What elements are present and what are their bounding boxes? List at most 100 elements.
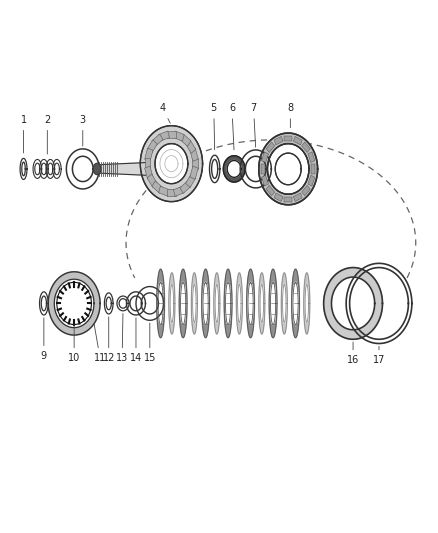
Polygon shape <box>60 287 88 320</box>
Polygon shape <box>237 285 241 322</box>
Polygon shape <box>60 313 64 318</box>
Polygon shape <box>324 268 382 340</box>
Polygon shape <box>186 174 196 188</box>
Text: 5: 5 <box>211 103 217 150</box>
Polygon shape <box>170 285 173 322</box>
Polygon shape <box>261 175 268 186</box>
Polygon shape <box>81 285 84 290</box>
Polygon shape <box>88 300 92 303</box>
Polygon shape <box>186 140 196 154</box>
Polygon shape <box>66 284 70 288</box>
Polygon shape <box>248 282 253 325</box>
Polygon shape <box>261 164 265 174</box>
Polygon shape <box>87 306 91 310</box>
Polygon shape <box>78 318 82 324</box>
Polygon shape <box>259 133 318 205</box>
Polygon shape <box>145 158 151 169</box>
Polygon shape <box>155 143 188 184</box>
Polygon shape <box>292 269 300 338</box>
Polygon shape <box>192 158 198 169</box>
Polygon shape <box>227 160 241 177</box>
Polygon shape <box>145 166 153 179</box>
Polygon shape <box>302 185 310 196</box>
Polygon shape <box>284 197 292 202</box>
Polygon shape <box>311 164 315 174</box>
Polygon shape <box>193 285 196 322</box>
Polygon shape <box>152 134 163 147</box>
Polygon shape <box>85 311 89 316</box>
Text: 15: 15 <box>144 323 156 364</box>
Text: 3: 3 <box>80 115 86 146</box>
Text: 9: 9 <box>41 318 47 361</box>
Polygon shape <box>58 309 62 313</box>
Polygon shape <box>173 131 184 141</box>
Polygon shape <box>223 156 245 182</box>
Polygon shape <box>99 163 145 175</box>
Polygon shape <box>173 186 184 196</box>
Polygon shape <box>191 273 198 334</box>
Polygon shape <box>293 136 302 145</box>
Polygon shape <box>147 174 157 188</box>
Polygon shape <box>180 181 191 193</box>
Polygon shape <box>169 273 175 334</box>
Text: 2: 2 <box>44 115 50 154</box>
Text: 1: 1 <box>21 115 27 153</box>
Polygon shape <box>57 297 61 301</box>
Text: 11: 11 <box>94 324 106 364</box>
Polygon shape <box>236 273 242 334</box>
Polygon shape <box>247 269 254 338</box>
Polygon shape <box>84 288 88 294</box>
Polygon shape <box>284 136 292 141</box>
Polygon shape <box>281 273 287 334</box>
Polygon shape <box>74 320 77 325</box>
Polygon shape <box>158 282 163 325</box>
Polygon shape <box>180 134 191 147</box>
Polygon shape <box>48 272 100 335</box>
Polygon shape <box>69 319 72 324</box>
Polygon shape <box>304 273 310 334</box>
Polygon shape <box>145 148 153 161</box>
Polygon shape <box>203 282 208 325</box>
Polygon shape <box>305 285 308 322</box>
Text: 17: 17 <box>373 346 385 366</box>
Polygon shape <box>308 175 315 186</box>
Polygon shape <box>157 269 165 338</box>
Polygon shape <box>266 142 275 152</box>
Polygon shape <box>261 152 268 163</box>
Polygon shape <box>167 189 176 196</box>
Polygon shape <box>260 285 264 322</box>
Polygon shape <box>64 317 68 322</box>
Text: 4: 4 <box>160 103 170 123</box>
Polygon shape <box>283 285 286 322</box>
Polygon shape <box>152 181 163 193</box>
Text: 6: 6 <box>229 103 235 150</box>
Polygon shape <box>215 285 219 322</box>
Polygon shape <box>293 282 298 325</box>
Polygon shape <box>269 269 277 338</box>
Polygon shape <box>68 296 80 311</box>
Text: 8: 8 <box>287 103 293 127</box>
Polygon shape <box>140 126 202 201</box>
Polygon shape <box>224 269 232 338</box>
Polygon shape <box>332 277 374 330</box>
Polygon shape <box>59 291 63 296</box>
Polygon shape <box>54 279 94 328</box>
Polygon shape <box>268 143 309 194</box>
Polygon shape <box>179 269 187 338</box>
Polygon shape <box>274 136 283 145</box>
Text: 13: 13 <box>116 313 128 364</box>
Ellipse shape <box>93 163 101 175</box>
Polygon shape <box>226 282 231 325</box>
Polygon shape <box>167 131 176 138</box>
Text: 14: 14 <box>130 318 142 364</box>
Polygon shape <box>274 193 283 201</box>
Text: 12: 12 <box>102 317 115 364</box>
Polygon shape <box>180 282 186 325</box>
Polygon shape <box>62 286 66 292</box>
Polygon shape <box>159 131 170 141</box>
Polygon shape <box>308 152 315 163</box>
Polygon shape <box>71 282 74 287</box>
Polygon shape <box>270 282 276 325</box>
Polygon shape <box>86 294 91 298</box>
Polygon shape <box>266 185 275 196</box>
